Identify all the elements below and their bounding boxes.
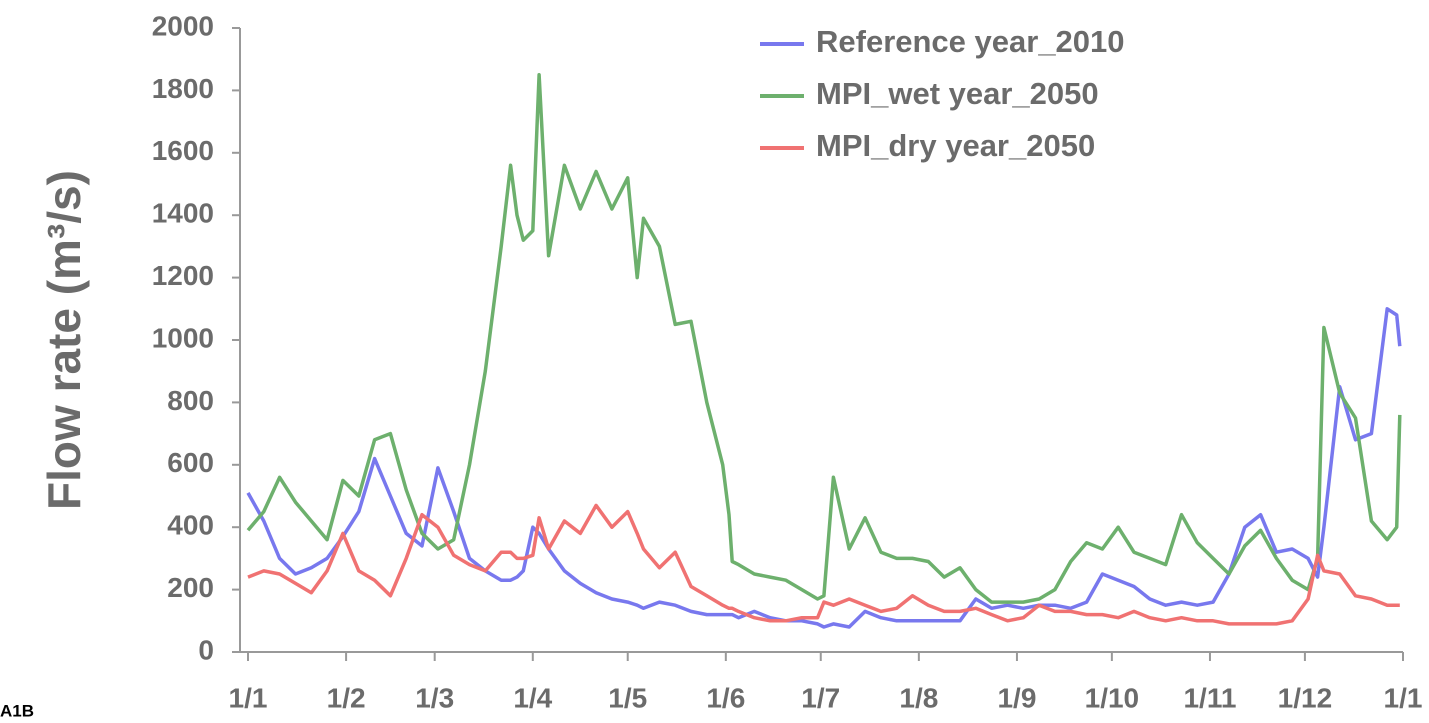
y-tick-label: 1800: [152, 73, 214, 104]
annotation: A1B: [0, 701, 34, 718]
x-tick-label: 1/9: [997, 682, 1036, 713]
y-tick-label: 1200: [152, 260, 214, 291]
y-tick-label: 0: [198, 634, 214, 665]
y-tick-label: 200: [167, 572, 214, 603]
y-tick-label: 800: [167, 385, 214, 416]
y-tick-label: 2000: [152, 10, 214, 41]
legend-label: Reference year_2010: [816, 24, 1125, 59]
y-axis-label: Flow rate (m³/s): [38, 170, 90, 510]
x-tick-label: 1/1: [1384, 682, 1423, 713]
x-tick-label: 1/6: [706, 682, 745, 713]
x-tick-label: 1/3: [415, 682, 454, 713]
x-tick-label: 1/7: [801, 682, 840, 713]
y-tick-label: 600: [167, 447, 214, 478]
legend-label: MPI_wet year_2050: [816, 76, 1099, 111]
legend-label: MPI_dry year_2050: [816, 128, 1095, 163]
x-tick-label: 1/4: [513, 682, 552, 713]
y-tick-label: 1400: [152, 198, 214, 229]
x-tick-label: 1/11: [1183, 682, 1236, 713]
y-tick-label: 1600: [152, 135, 214, 166]
y-tick-label: 400: [167, 510, 214, 541]
data-line: [247, 503, 1400, 626]
x-tick-label: 1/1: [229, 682, 268, 713]
data-line: [246, 307, 1402, 629]
data-line: [246, 73, 1402, 604]
x-tick-label: 1/2: [327, 682, 366, 713]
x-tick-label: 1/12: [1278, 682, 1333, 713]
x-tick-label: 1/5: [608, 682, 647, 713]
x-tick-label: 1/8: [899, 682, 938, 713]
x-tick-label: 1/10: [1085, 682, 1140, 713]
y-tick-label: 1000: [152, 322, 214, 353]
